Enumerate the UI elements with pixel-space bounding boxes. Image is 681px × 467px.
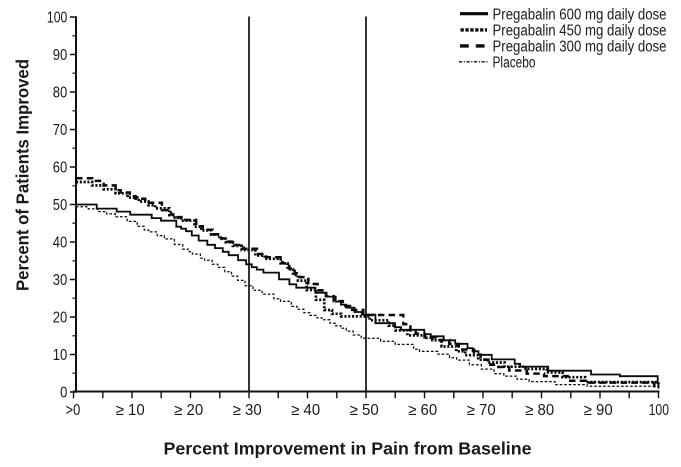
svg-text:50: 50	[53, 197, 68, 214]
svg-text:≥ 30: ≥ 30	[233, 402, 262, 419]
svg-text:70: 70	[53, 122, 68, 139]
svg-text:Percent of Patients Improved: Percent of Patients Improved	[13, 59, 33, 291]
svg-text:Percent Improvement in Pain fr: Percent Improvement in Pain from Baselin…	[164, 439, 532, 459]
svg-text:80: 80	[53, 84, 68, 101]
svg-text:0: 0	[60, 384, 68, 401]
svg-text:≥ 90: ≥ 90	[584, 402, 613, 419]
svg-text:Pregabalin 450 mg daily dose: Pregabalin 450 mg daily dose	[493, 23, 667, 40]
svg-text:>0: >0	[66, 402, 81, 419]
svg-text:≥ 40: ≥ 40	[291, 402, 320, 419]
svg-text:30: 30	[53, 272, 68, 289]
svg-text:Placebo: Placebo	[493, 55, 536, 72]
svg-text:≥ 70: ≥ 70	[467, 402, 496, 419]
svg-text:≥ 10: ≥ 10	[116, 402, 145, 419]
svg-text:Pregabalin 300 mg daily dose: Pregabalin 300 mg daily dose	[493, 39, 667, 56]
svg-text:≥ 50: ≥ 50	[350, 402, 379, 419]
svg-text:60: 60	[53, 159, 68, 176]
svg-text:40: 40	[53, 234, 68, 251]
svg-text:≥ 20: ≥ 20	[174, 402, 203, 419]
svg-text:Pregabalin 600 mg daily dose: Pregabalin 600 mg daily dose	[493, 7, 667, 24]
svg-text:≥ 80: ≥ 80	[525, 402, 554, 419]
svg-text:100: 100	[649, 402, 670, 419]
svg-text:10: 10	[53, 347, 68, 364]
svg-text:20: 20	[53, 309, 68, 326]
svg-text:100: 100	[47, 9, 68, 26]
svg-text:≥ 60: ≥ 60	[408, 402, 437, 419]
svg-text:90: 90	[53, 47, 68, 64]
